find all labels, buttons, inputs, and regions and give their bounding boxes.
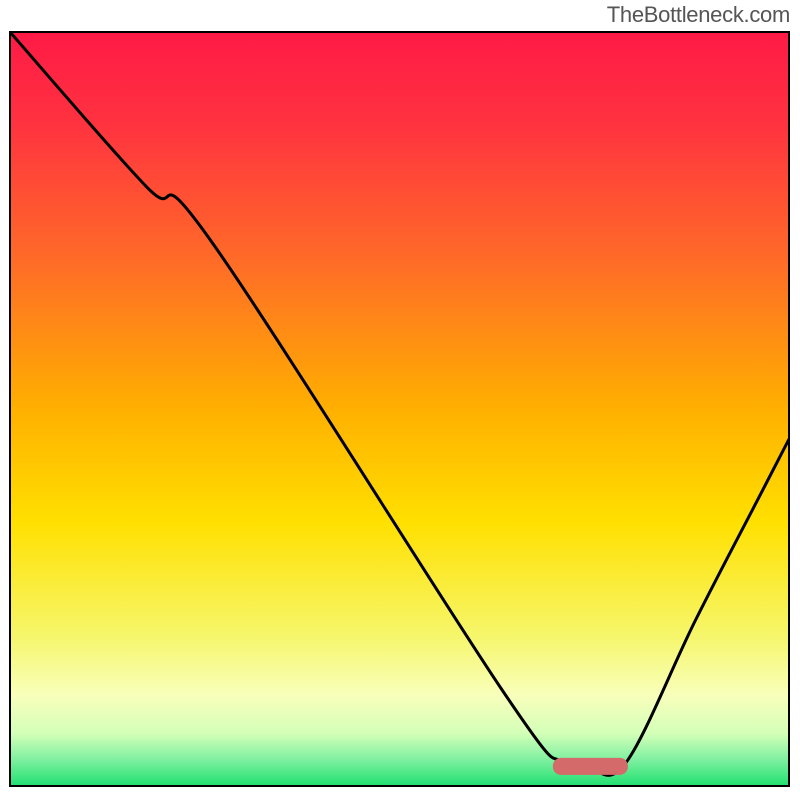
valley-marker [553,758,628,775]
watermark-text: TheBottleneck.com [607,2,790,28]
bottleneck-chart [0,0,800,800]
